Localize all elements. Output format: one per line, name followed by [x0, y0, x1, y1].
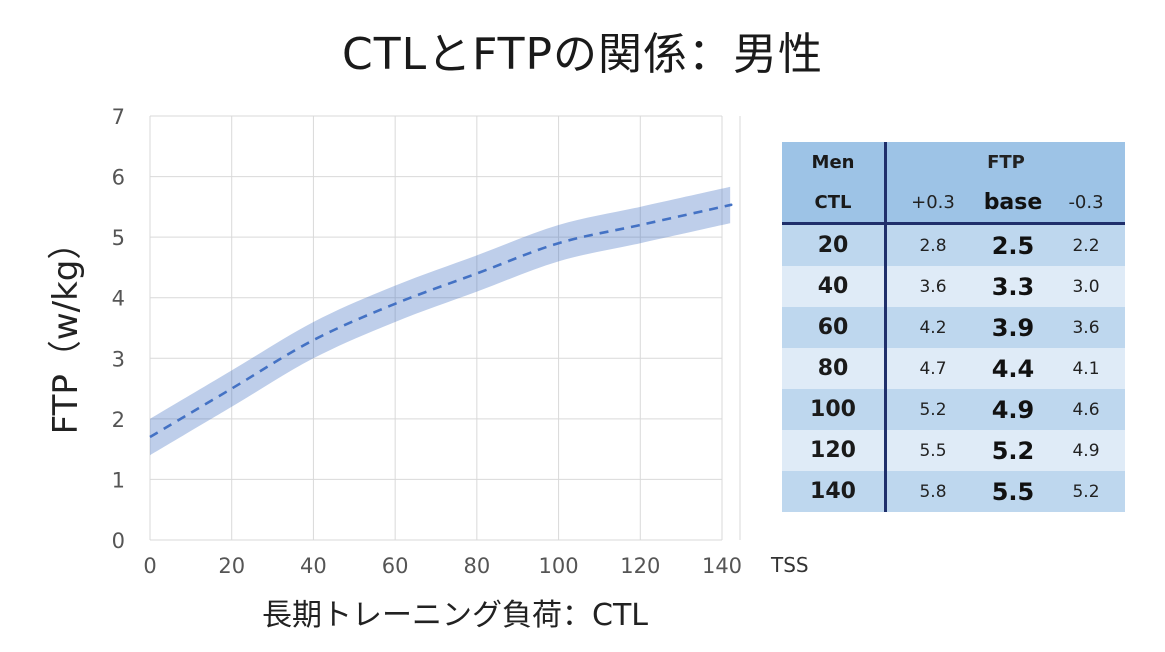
- cell-base: 3.3: [979, 266, 1047, 307]
- cell-plus: 5.2: [885, 389, 979, 430]
- y-tick-label: 4: [112, 287, 125, 311]
- grid-lines: [149, 115, 741, 541]
- ftp-base-line: [149, 203, 733, 439]
- header-ftp: FTP: [885, 142, 1125, 182]
- ftp-band-area: [150, 186, 732, 456]
- cell-plus: 5.5: [885, 430, 979, 471]
- cell-plus: 3.6: [885, 266, 979, 307]
- y-tick-label: 3: [112, 347, 125, 371]
- y-tick-label: 6: [112, 166, 125, 190]
- table-row: 40 3.6 3.3 3.0: [782, 266, 1125, 307]
- cell-ctl: 80: [782, 348, 887, 389]
- table-row: 120 5.5 5.2 4.9: [782, 430, 1125, 471]
- y-tick-label: 0: [112, 529, 125, 553]
- cell-plus: 4.7: [885, 348, 979, 389]
- x-tick-labels: 0 20 40 60 80 100 120 140: [143, 554, 742, 578]
- cell-ctl: 120: [782, 430, 887, 471]
- cell-base: 5.2: [979, 430, 1047, 471]
- table-row: 140 5.8 5.5 5.2: [782, 471, 1125, 512]
- table-row: 20 2.8 2.5 2.2: [782, 223, 1125, 266]
- y-tick-label: 5: [112, 226, 125, 250]
- x-tick-label: 100: [539, 554, 579, 578]
- cell-base: 5.5: [979, 471, 1047, 512]
- cell-base: 2.5: [979, 223, 1047, 266]
- cell-minus: 4.1: [1047, 348, 1125, 389]
- x-tick-label: 40: [300, 554, 327, 578]
- x-tick-label: 60: [382, 554, 409, 578]
- y-tick-label: 7: [112, 105, 125, 129]
- cell-minus: 3.0: [1047, 266, 1125, 307]
- cell-plus: 2.8: [885, 223, 979, 266]
- y-tick-labels: 0 1 2 3 4 5 6 7: [112, 105, 125, 553]
- cell-minus: 2.2: [1047, 223, 1125, 266]
- table-row: 80 4.7 4.4 4.1: [782, 348, 1125, 389]
- cell-base: 4.4: [979, 348, 1047, 389]
- x-tick-label: 140: [702, 554, 742, 578]
- header-men: Men: [782, 142, 887, 182]
- table-row: 60 4.2 3.9 3.6: [782, 307, 1125, 348]
- x-tick-label: 20: [218, 554, 245, 578]
- cell-minus: 3.6: [1047, 307, 1125, 348]
- table-header-row: Men FTP: [782, 142, 1125, 182]
- table-subheader-row: CTL +0.3 base -0.3: [782, 182, 1125, 225]
- table-row: 100 5.2 4.9 4.6: [782, 389, 1125, 430]
- cell-ctl: 20: [782, 223, 887, 266]
- header-minus: -0.3: [1047, 182, 1125, 225]
- cell-minus: 5.2: [1047, 471, 1125, 512]
- header-plus: +0.3: [885, 182, 979, 225]
- y-tick-label: 1: [112, 468, 125, 492]
- x-tick-label: 80: [463, 554, 490, 578]
- cell-ctl: 140: [782, 471, 887, 512]
- chart-title: CTLとFTPの関係：男性: [341, 29, 824, 80]
- x-tick-label: 0: [143, 554, 156, 578]
- header-ctl: CTL: [782, 182, 887, 225]
- x-tick-label: 120: [620, 554, 660, 578]
- cell-plus: 5.8: [885, 471, 979, 512]
- y-tick-label: 2: [112, 408, 125, 432]
- header-base: base: [979, 182, 1047, 225]
- cell-minus: 4.9: [1047, 430, 1125, 471]
- cell-ctl: 40: [782, 266, 887, 307]
- x-unit-label: TSS: [770, 553, 809, 577]
- cell-base: 4.9: [979, 389, 1047, 430]
- cell-ctl: 60: [782, 307, 887, 348]
- ftp-table: Men FTP CTL +0.3 base -0.3 20 2.8 2.5 2.…: [782, 142, 1125, 512]
- y-axis-title: FTP（w/kg）: [46, 226, 86, 435]
- cell-ctl: 100: [782, 389, 887, 430]
- ftp-range-band: [150, 186, 732, 456]
- ftp-base-series: [149, 203, 733, 439]
- x-axis-title: 長期トレーニング負荷：CTL: [262, 598, 648, 633]
- cell-base: 3.9: [979, 307, 1047, 348]
- cell-plus: 4.2: [885, 307, 979, 348]
- cell-minus: 4.6: [1047, 389, 1125, 430]
